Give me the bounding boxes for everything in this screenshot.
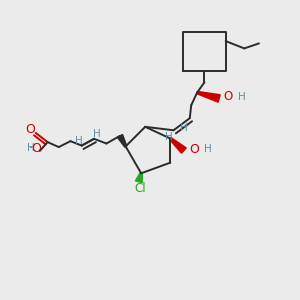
Text: H: H (238, 92, 246, 102)
Text: O: O (26, 123, 35, 136)
Text: H: H (93, 129, 101, 139)
Text: H: H (75, 136, 82, 146)
Text: H: H (204, 144, 212, 154)
Polygon shape (135, 173, 142, 183)
Polygon shape (169, 138, 186, 153)
Polygon shape (197, 92, 220, 102)
Text: H: H (165, 132, 173, 142)
Text: H: H (180, 123, 188, 133)
Text: Cl: Cl (134, 182, 146, 195)
Text: H: H (27, 143, 35, 153)
Text: O: O (224, 91, 233, 103)
Polygon shape (117, 134, 127, 147)
Text: ·O: ·O (28, 142, 42, 155)
Text: O: O (189, 142, 199, 156)
